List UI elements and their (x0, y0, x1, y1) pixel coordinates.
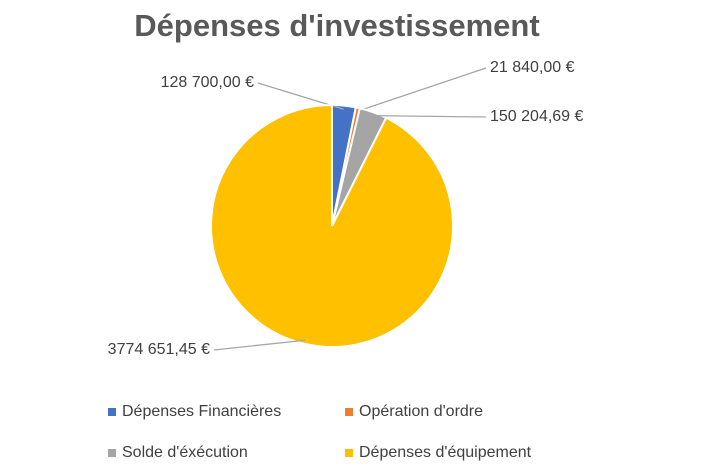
legend-label: Opération d'ordre (359, 403, 483, 420)
legend-label: Dépenses d'équipement (359, 444, 532, 461)
data-label: 150 204,69 € (490, 108, 584, 125)
leader-line (213, 339, 306, 351)
data-label: 21 840,00 € (490, 59, 575, 76)
legend-swatch (108, 408, 116, 416)
chart-title: Dépenses d'investissement (134, 8, 539, 43)
leader-line (356, 67, 487, 112)
data-label: 3774 651,45 € (108, 341, 210, 358)
data-label: 128 700,00 € (161, 74, 255, 91)
legend-swatch (108, 449, 116, 457)
pie-slice (210, 103, 454, 348)
legend-label: Solde d'éxécution (122, 444, 248, 461)
legend-swatch (345, 449, 353, 457)
legend-label: Dépenses Financières (122, 403, 281, 420)
legend-swatch (345, 408, 353, 416)
leader-line (372, 115, 487, 118)
